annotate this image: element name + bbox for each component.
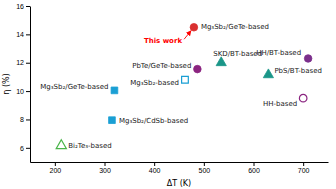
point-label: HH/BT-based bbox=[256, 49, 301, 57]
tick-label: 700 bbox=[298, 167, 310, 174]
x-axis: 200 300 400 500 600 700 bbox=[31, 162, 329, 174]
tick-mark bbox=[26, 63, 30, 64]
tick: 14 bbox=[16, 31, 30, 38]
plot: 200 300 400 500 600 700 6 8 10 12 14 16 ΔT (K) η (%) M… bbox=[2, 3, 329, 188]
point-label: Bi₂Te₃-based bbox=[68, 142, 111, 150]
tick-label: 400 bbox=[149, 167, 161, 174]
point-label: HH-based bbox=[263, 100, 297, 108]
chart: 200 300 400 500 600 700 6 8 10 12 14 16 ΔT (K) η (%) M… bbox=[0, 0, 336, 189]
tick-mark bbox=[204, 162, 205, 166]
tick-label: 8 bbox=[20, 116, 24, 123]
tick: 8 bbox=[20, 116, 30, 123]
tick: 500 bbox=[198, 162, 210, 174]
tick-mark bbox=[254, 162, 255, 166]
point-labels: Mg₃Sb₂/GeTe-based Mg₃Sb₂/GeTe-based Mg₃Sb₂… bbox=[40, 23, 322, 150]
point-label: PbS/BT-based bbox=[274, 67, 322, 75]
point-label: Mg₃Sb₂/CdSb-based bbox=[119, 117, 188, 125]
annotation-arrow bbox=[184, 31, 191, 40]
tick-mark bbox=[26, 34, 30, 35]
tick: 10 bbox=[16, 88, 30, 95]
tick: 700 bbox=[298, 162, 310, 174]
point-label: Mg₃Sb₂/GeTe-based bbox=[201, 23, 269, 31]
tick-label: 600 bbox=[248, 167, 260, 174]
tick: 400 bbox=[149, 162, 161, 174]
tick-mark bbox=[26, 119, 30, 120]
point-label: Mg₃Sb₂-based bbox=[130, 79, 179, 87]
point bbox=[263, 69, 273, 78]
y-axis: 6 8 10 12 14 16 bbox=[16, 3, 30, 163]
tick: 600 bbox=[248, 162, 260, 174]
y-axis-title: η (%) bbox=[2, 73, 11, 94]
point bbox=[182, 76, 189, 83]
tick-label: 6 bbox=[20, 145, 24, 152]
tick: 300 bbox=[99, 162, 111, 174]
tick-mark bbox=[55, 162, 56, 166]
tick-mark bbox=[26, 148, 30, 149]
point bbox=[190, 23, 198, 31]
point bbox=[56, 140, 66, 149]
tick: 16 bbox=[16, 3, 30, 10]
tick-mark bbox=[154, 162, 155, 166]
point-label: Mg₃Sb₂/GeTe-based bbox=[40, 83, 108, 91]
tick-mark bbox=[105, 162, 106, 166]
tick-label: 14 bbox=[16, 31, 24, 38]
y-axis-line bbox=[30, 7, 31, 163]
tick-label: 12 bbox=[16, 59, 24, 66]
x-axis-line bbox=[31, 162, 329, 163]
annotation: This work bbox=[144, 37, 182, 45]
tick-mark bbox=[26, 6, 30, 7]
tick: 12 bbox=[16, 59, 30, 66]
tick-label: 200 bbox=[49, 167, 61, 174]
tick-label: 16 bbox=[16, 3, 24, 10]
point bbox=[111, 87, 118, 94]
tick-label: 10 bbox=[16, 88, 24, 95]
tick-mark bbox=[26, 91, 30, 92]
point bbox=[109, 117, 116, 124]
tick: 6 bbox=[20, 145, 30, 152]
tick-label: 500 bbox=[198, 167, 210, 174]
point-label: PbTe/GeTe-based bbox=[132, 62, 191, 70]
point bbox=[299, 94, 307, 102]
point-label: SKD/BT-based bbox=[213, 50, 262, 58]
tick-mark bbox=[303, 162, 304, 166]
tick-label: 300 bbox=[99, 167, 111, 174]
tick: 200 bbox=[49, 162, 61, 174]
point bbox=[194, 65, 202, 73]
point bbox=[304, 55, 312, 63]
x-axis-title: ΔT (K) bbox=[167, 179, 191, 188]
